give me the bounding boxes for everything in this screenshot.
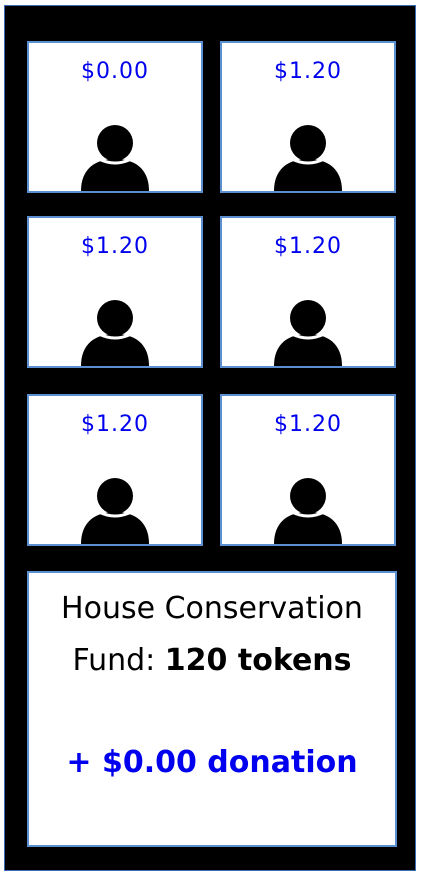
participant-tile-1: $0.00: [27, 41, 203, 193]
fund-tokens: 120 tokens: [164, 643, 352, 678]
donation-amount: + $0.00 donation: [66, 745, 358, 780]
fund-title: House Conservation: [61, 591, 363, 626]
participant-amount: $1.20: [81, 412, 149, 437]
person-icon: [274, 125, 342, 191]
participant-amount: $1.20: [274, 234, 342, 259]
person-icon: [274, 478, 342, 544]
person-icon: [81, 478, 149, 544]
participant-tile-6: $1.20: [220, 394, 396, 546]
participant-tile-4: $1.20: [220, 216, 396, 368]
participant-amount: $1.20: [274, 59, 342, 84]
fund-label: Fund:: [72, 643, 156, 678]
participant-tile-5: $1.20: [27, 394, 203, 546]
participant-amount: $1.20: [274, 412, 342, 437]
person-icon: [81, 125, 149, 191]
conservation-fund-box: House Conservation Fund: 120 tokens + $0…: [27, 571, 397, 847]
participant-amount: $0.00: [81, 59, 149, 84]
participant-tile-3: $1.20: [27, 216, 203, 368]
participant-tile-2: $1.20: [220, 41, 396, 193]
participant-amount: $1.20: [81, 234, 149, 259]
person-icon: [81, 300, 149, 366]
person-icon: [274, 300, 342, 366]
fund-balance: Fund: 120 tokens: [29, 643, 395, 678]
